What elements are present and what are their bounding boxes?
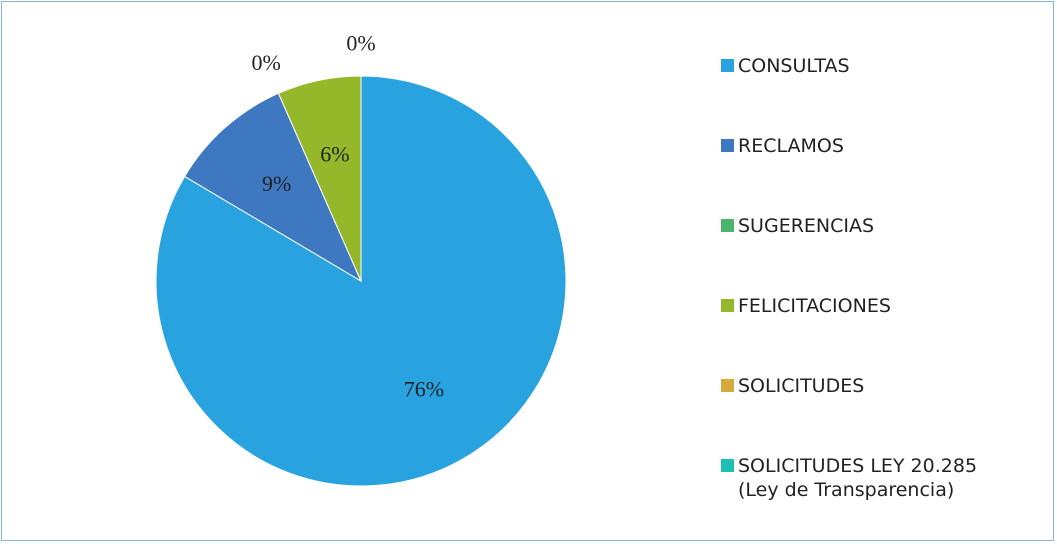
legend-label: RECLAMOS [738,135,844,157]
legend-swatch [721,459,734,472]
legend-swatch [721,139,734,152]
data-label: 0% [251,50,280,75]
legend-swatch [721,59,734,72]
legend-label: SOLICITUDES LEY 20.285 (Ley de Transpare… [738,455,978,501]
legend-label: SUGERENCIAS [738,215,875,237]
legend-label: CONSULTAS [738,55,850,77]
data-label: 9% [262,171,291,196]
data-label: 6% [320,142,349,167]
pie-slice [183,92,363,283]
legend-label: FELICITACIONES [738,295,891,317]
legend-label: SOLICITUDES [738,375,865,397]
legend-swatch [721,379,734,392]
legend-swatch [721,219,734,232]
data-label: 0% [346,30,375,55]
data-label: 76% [404,376,444,401]
legend-swatch [721,299,734,312]
